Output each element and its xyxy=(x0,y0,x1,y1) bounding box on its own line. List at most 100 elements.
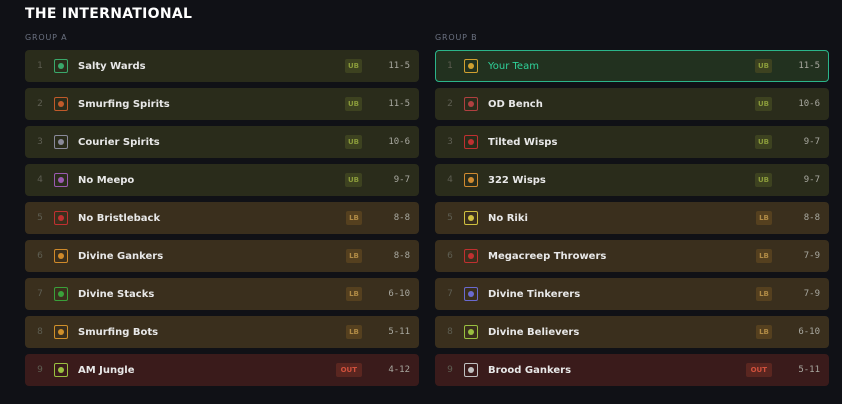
team-icon xyxy=(54,363,68,377)
bracket-tag: LB xyxy=(756,249,772,263)
record: 8-8 xyxy=(393,213,410,223)
team-icon xyxy=(54,249,68,263)
team-name: Smurfing Bots xyxy=(78,326,159,338)
icon-glyph xyxy=(58,63,64,69)
rank: 8 xyxy=(37,327,43,337)
group-column: GROUP A 1 Salty Wards UB 11-5 2 Smurfing Spiri… xyxy=(25,32,419,392)
team-name: Brood Gankers xyxy=(488,364,572,376)
team-row: 1 Your Team UB 11-5 xyxy=(435,50,829,82)
bracket-tag: UB xyxy=(754,135,772,149)
group-column: GROUP B 1 Your Team UB 11-5 2 OD Bench UB 10-6 3 T… xyxy=(435,32,829,392)
icon-glyph xyxy=(468,215,474,221)
rank: 8 xyxy=(447,327,453,337)
icon-glyph xyxy=(58,253,64,259)
bracket-tag: UB xyxy=(754,173,772,187)
team-row: 2 Smurfing Spirits UB 11-5 xyxy=(25,88,419,120)
rank: 2 xyxy=(37,99,43,109)
rank: 3 xyxy=(447,137,453,147)
team-name: Divine Stacks xyxy=(78,288,155,300)
record: 5-11 xyxy=(798,365,820,375)
bracket-tag: LB xyxy=(756,211,772,225)
team-name: AM Jungle xyxy=(78,364,135,376)
icon-glyph xyxy=(58,329,64,335)
rank: 6 xyxy=(447,251,453,261)
team-icon xyxy=(464,211,478,225)
team-row: 5 No Bristleback LB 8-8 xyxy=(25,202,419,234)
bracket-tag: LB xyxy=(756,287,772,301)
team-icon xyxy=(54,135,68,149)
bracket-tag: UB xyxy=(754,59,772,73)
team-row: 8 Divine Believers LB 6-10 xyxy=(435,316,829,348)
record: 10-6 xyxy=(798,99,820,109)
record: 8-8 xyxy=(803,213,820,223)
rank: 7 xyxy=(447,289,453,299)
bracket-tag: LB xyxy=(346,211,362,225)
rank: 1 xyxy=(37,61,43,71)
bracket-tag: OUT xyxy=(745,363,772,377)
team-row: 4 322 Wisps UB 9-7 xyxy=(435,164,829,196)
bracket-tag: UB xyxy=(344,173,362,187)
team-row: 9 Brood Gankers OUT 5-11 xyxy=(435,354,829,386)
rank: 4 xyxy=(37,175,43,185)
bracket-tag: LB xyxy=(756,325,772,339)
team-icon xyxy=(464,363,478,377)
record: 11-5 xyxy=(798,61,820,71)
record: 4-12 xyxy=(388,365,410,375)
record: 6-10 xyxy=(388,289,410,299)
team-row: 6 Megacreep Throwers LB 7-9 xyxy=(435,240,829,272)
team-icon xyxy=(54,59,68,73)
team-row: 3 Courier Spirits UB 10-6 xyxy=(25,126,419,158)
rank: 9 xyxy=(447,365,453,375)
icon-glyph xyxy=(468,101,474,107)
team-name: Courier Spirits xyxy=(78,136,160,148)
team-row: 8 Smurfing Bots LB 5-11 xyxy=(25,316,419,348)
team-icon xyxy=(464,135,478,149)
team-name: 322 Wisps xyxy=(488,174,546,186)
bracket-tag: UB xyxy=(344,135,362,149)
group-label: GROUP B xyxy=(435,33,478,42)
team-icon xyxy=(464,97,478,111)
team-icon xyxy=(54,173,68,187)
team-name: Divine Gankers xyxy=(78,250,164,262)
record: 11-5 xyxy=(388,99,410,109)
team-name: Tilted Wisps xyxy=(488,136,558,148)
record: 7-9 xyxy=(803,289,820,299)
icon-glyph xyxy=(58,291,64,297)
rank: 4 xyxy=(447,175,453,185)
rank: 7 xyxy=(37,289,43,299)
team-name: Divine Tinkerers xyxy=(488,288,581,300)
team-icon xyxy=(54,97,68,111)
rank: 1 xyxy=(447,61,453,71)
rank: 5 xyxy=(447,213,453,223)
icon-glyph xyxy=(58,215,64,221)
record: 9-7 xyxy=(393,175,410,185)
bracket-tag: UB xyxy=(344,59,362,73)
record: 5-11 xyxy=(388,327,410,337)
record: 9-7 xyxy=(803,137,820,147)
team-row: 2 OD Bench UB 10-6 xyxy=(435,88,829,120)
icon-glyph xyxy=(468,177,474,183)
bracket-tag: LB xyxy=(346,249,362,263)
icon-glyph xyxy=(58,367,64,373)
icon-glyph xyxy=(58,101,64,107)
rank: 2 xyxy=(447,99,453,109)
team-name: Divine Believers xyxy=(488,326,580,338)
team-icon xyxy=(54,211,68,225)
icon-glyph xyxy=(58,139,64,145)
team-row: 3 Tilted Wisps UB 9-7 xyxy=(435,126,829,158)
rank: 3 xyxy=(37,137,43,147)
team-row: 7 Divine Stacks LB 6-10 xyxy=(25,278,419,310)
icon-glyph xyxy=(468,63,474,69)
record: 7-9 xyxy=(803,251,820,261)
record: 6-10 xyxy=(798,327,820,337)
bracket-tag: UB xyxy=(754,97,772,111)
team-name: Your Team xyxy=(488,60,539,72)
team-icon xyxy=(54,325,68,339)
team-name: No Meepo xyxy=(78,174,135,186)
bracket-tag: UB xyxy=(344,97,362,111)
team-name: OD Bench xyxy=(488,98,543,110)
team-icon xyxy=(464,173,478,187)
page-title: THE INTERNATIONAL xyxy=(25,6,193,22)
record: 11-5 xyxy=(388,61,410,71)
icon-glyph xyxy=(468,367,474,373)
